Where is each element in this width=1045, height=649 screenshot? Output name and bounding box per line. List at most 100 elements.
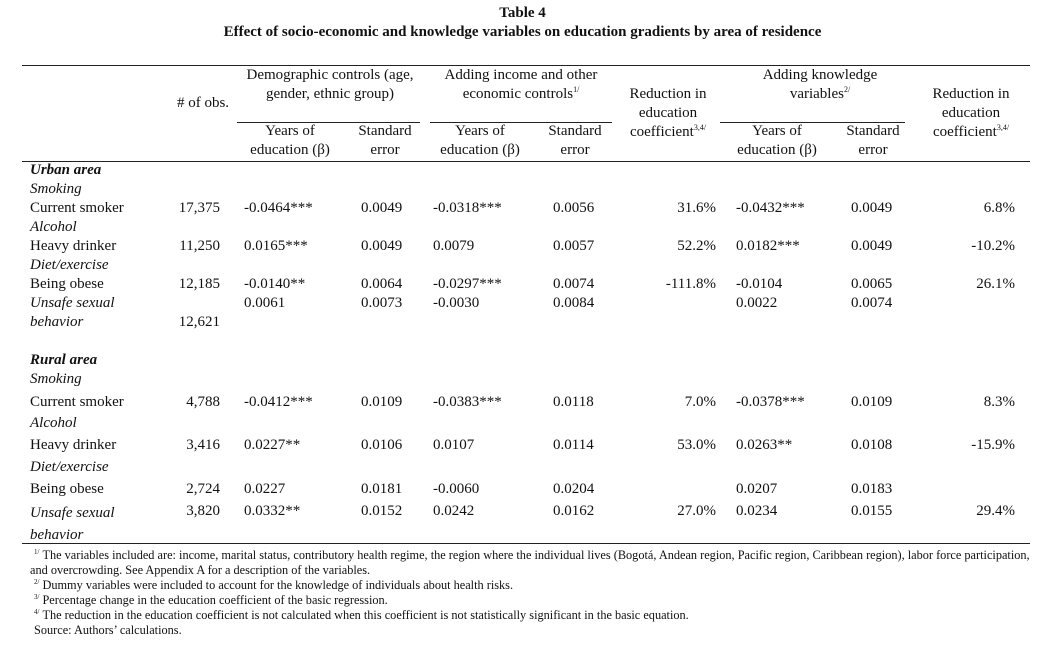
table-cell: -0.0104: [736, 276, 783, 292]
table-title: Table 4: [499, 5, 546, 21]
footnote: 1/The variables included are: income, ma…: [30, 548, 1035, 578]
header-text: Reduction in education coefficient: [932, 86, 1010, 140]
footnote-ref: 1/: [573, 85, 580, 94]
footnote-ref: 2/: [843, 85, 851, 94]
table-cell: -0.0383***: [433, 394, 502, 410]
table-cell: 26.1%: [976, 276, 1015, 292]
row-label: Being obese: [30, 276, 104, 292]
column-group-header: Adding income and other economic control…: [428, 66, 614, 104]
table-cell: -0.0030: [433, 295, 480, 311]
table-cell: 8.3%: [983, 394, 1015, 410]
footnote: 4/The reduction in the education coeffic…: [30, 608, 1035, 623]
table-cell: 0.0106: [361, 437, 403, 453]
table-cell: -0.0060: [433, 481, 480, 497]
table-cell: 0.0183: [851, 481, 893, 497]
table-cell: -15.9%: [971, 437, 1015, 453]
table-cell: -10.2%: [971, 238, 1015, 254]
header-text: Demographic controls (age, gender, ethni…: [246, 67, 414, 102]
footnote: 3/Percentage change in the education coe…: [30, 593, 1035, 608]
column-group-header: Adding knowledge variables2/: [735, 66, 905, 104]
table-cell: 0.0234: [736, 503, 778, 519]
row-label: Current smoker: [30, 200, 124, 216]
table-cell: 0.0118: [553, 394, 594, 410]
footnote-marker: 4/: [34, 608, 40, 616]
table-cell: 0.0227: [244, 481, 286, 497]
footnote-text: The variables included are: income, mari…: [30, 548, 1030, 577]
table-cell: 29.4%: [976, 503, 1015, 519]
table-cell: 0.0108: [851, 437, 893, 453]
table-cell: 0.0065: [851, 276, 893, 292]
footnote-text: Dummy variables were included to account…: [42, 578, 514, 592]
table-cell: 31.6%: [677, 200, 716, 216]
obs-count: 3,820: [186, 503, 220, 519]
category-label: Diet/exercise: [30, 257, 109, 273]
table-cell: 0.0074: [851, 295, 893, 311]
header-text: Adding income and other economic control…: [444, 67, 598, 102]
table-cell: 0.0263**: [736, 437, 793, 453]
table-cell: 0.0182***: [736, 238, 800, 254]
table-cell: 0.0162: [553, 503, 595, 519]
column-header: Reduction in education coefficient3,4/: [618, 85, 718, 142]
table-cell: 0.0204: [553, 481, 595, 497]
table-cell: -0.0140**: [244, 276, 306, 292]
rule: [22, 543, 1030, 544]
table-cell: 52.2%: [677, 238, 716, 254]
sub-header: Standard error: [358, 123, 412, 158]
rule: [430, 122, 612, 123]
table-cell: 0.0107: [433, 437, 475, 453]
footnote-marker: 1/: [34, 548, 40, 556]
sub-header: Years of education (β): [250, 123, 330, 158]
table-cell: -111.8%: [665, 276, 716, 292]
table-cell: 0.0049: [361, 200, 403, 216]
sub-header: Standard error: [846, 123, 900, 158]
header-text: Reduction in education coefficient: [629, 86, 707, 140]
category-label: Smoking: [30, 181, 82, 197]
obs-count: 2,724: [186, 481, 220, 497]
table-cell: 0.0109: [361, 394, 403, 410]
rule: [22, 161, 1030, 162]
sub-header: Years of education (β): [737, 123, 817, 158]
table-cell: 0.0242: [433, 503, 475, 519]
table-cell: 0.0109: [851, 394, 893, 410]
column-header: # of obs.: [176, 95, 230, 111]
table-cell: -0.0432***: [736, 200, 805, 216]
obs-count: 12,621: [178, 314, 220, 330]
footnote-text: Percentage change in the education coeff…: [42, 593, 388, 607]
table-cell: 0.0049: [851, 200, 893, 216]
table-cell: 7.0%: [684, 394, 716, 410]
table-cell: 0.0165***: [244, 238, 308, 254]
footnote-ref: 3,4/: [693, 123, 707, 132]
table-cell: 0.0022: [736, 295, 778, 311]
table-cell: -0.0318***: [433, 200, 502, 216]
footnote-ref: 3,4/: [996, 123, 1010, 132]
table-cell: 0.0049: [361, 238, 403, 254]
table-cell: 0.0114: [553, 437, 594, 453]
table-cell: -0.0464***: [244, 200, 313, 216]
sub-header: Years of education (β): [440, 123, 520, 158]
row-label: Current smoker: [30, 394, 124, 410]
table-cell: 0.0057: [553, 238, 595, 254]
table-subtitle: Effect of socio-economic and knowledge v…: [223, 24, 822, 40]
row-label: Being obese: [30, 481, 104, 497]
table-cell: 0.0332**: [244, 503, 301, 519]
rule: [237, 122, 420, 123]
table-cell: 0.0207: [736, 481, 778, 497]
obs-count: 17,375: [178, 200, 220, 216]
column-group-header: Demographic controls (age, gender, ethni…: [245, 66, 415, 104]
obs-count: 4,788: [186, 394, 220, 410]
source-note: Source: Authors’ calculations.: [34, 623, 182, 637]
category-label: Smoking: [30, 371, 82, 387]
category-label: Unsafe sexual behavior: [30, 295, 115, 330]
section-label: Urban area: [30, 162, 102, 178]
table-cell: 53.0%: [677, 437, 716, 453]
footnote-marker: 3/: [34, 593, 40, 601]
footnote-text: The reduction in the education coefficie…: [42, 608, 689, 622]
table-cell: 0.0061: [244, 295, 286, 311]
header-text: Adding knowledge variables: [762, 67, 878, 102]
sub-header: Standard error: [548, 123, 602, 158]
category-label: Diet/exercise: [30, 459, 109, 475]
table-cell: 0.0056: [553, 200, 595, 216]
table-cell: 0.0084: [553, 295, 595, 311]
rule: [720, 122, 905, 123]
table-cell: 6.8%: [983, 200, 1015, 216]
